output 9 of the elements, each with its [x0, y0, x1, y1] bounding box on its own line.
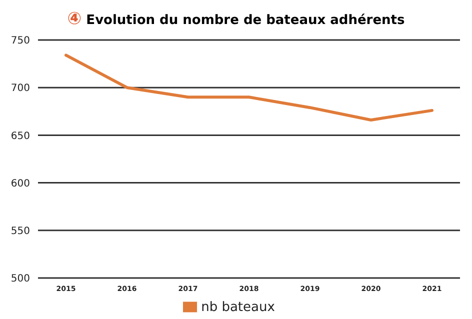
line-series: [64, 54, 434, 122]
y-tick-label: 750: [10, 36, 30, 47]
y-tick-label: 600: [10, 178, 30, 190]
y-tick-label: 500: [10, 274, 30, 285]
y-tick-label: 700: [10, 83, 30, 94]
y-tick-label: 550: [10, 226, 30, 237]
chart-title: ④ Evolution du nombre de bateaux adhérents: [67, 9, 405, 29]
y-tick-label: 650: [10, 130, 30, 142]
legend-label: nb bateaux: [201, 300, 275, 315]
